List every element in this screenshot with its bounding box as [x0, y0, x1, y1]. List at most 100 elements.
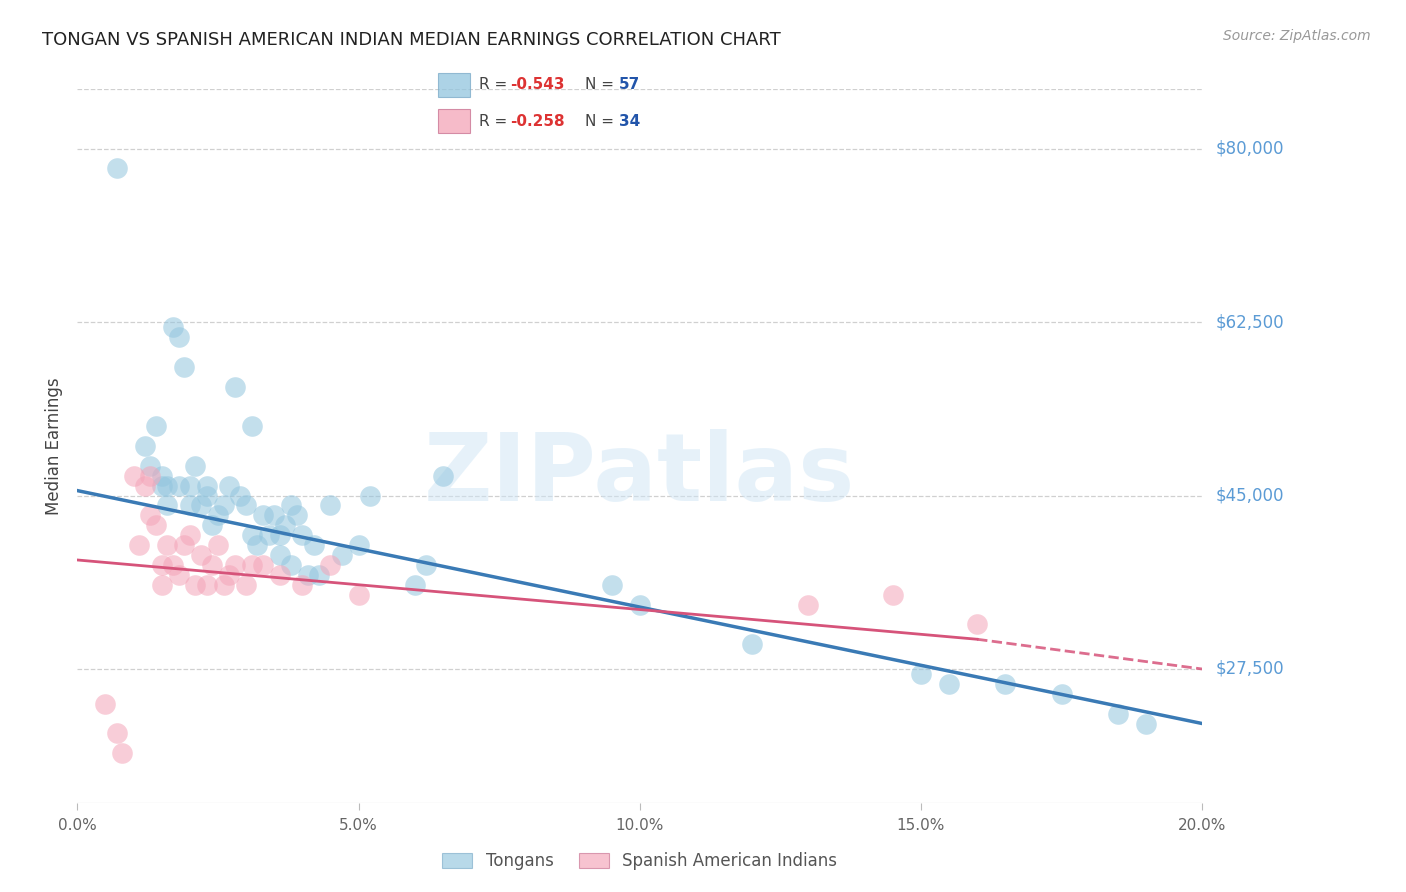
Point [224, 558, 246, 572]
Text: $80,000: $80,000 [1216, 140, 1284, 158]
Point [156, 478, 179, 492]
Point [190, 548, 212, 562]
Point [184, 458, 207, 473]
Legend: Tongans, Spanish American Indians: Tongans, Spanish American Indians [436, 846, 844, 877]
Point [224, 379, 246, 393]
Text: R =: R = [479, 113, 512, 128]
Point [179, 499, 201, 513]
Point [938, 677, 960, 691]
Text: R =: R = [479, 78, 512, 93]
Point [139, 458, 162, 473]
Point [212, 578, 235, 592]
Text: $45,000: $45,000 [1216, 486, 1284, 505]
Point [246, 538, 269, 552]
Point [994, 677, 1017, 691]
Point [308, 567, 330, 582]
Point [240, 419, 263, 434]
Point [797, 598, 820, 612]
Point [600, 578, 623, 592]
Point [257, 528, 280, 542]
Point [347, 538, 370, 552]
Bar [437, 73, 470, 97]
Point [150, 558, 173, 572]
Point [274, 518, 297, 533]
Point [235, 578, 257, 592]
Point [432, 468, 454, 483]
Point [122, 468, 145, 483]
Point [319, 558, 342, 572]
Point [139, 508, 162, 523]
Point [269, 548, 291, 562]
Point [150, 468, 173, 483]
Point [404, 578, 426, 592]
Text: ZIPatlas: ZIPatlas [425, 428, 855, 521]
Point [167, 330, 190, 344]
Text: $27,500: $27,500 [1216, 660, 1284, 678]
Text: Source: ZipAtlas.com: Source: ZipAtlas.com [1223, 29, 1371, 43]
Point [285, 508, 308, 523]
Point [240, 528, 263, 542]
Point [179, 528, 201, 542]
Point [628, 598, 651, 612]
Text: TONGAN VS SPANISH AMERICAN INDIAN MEDIAN EARNINGS CORRELATION CHART: TONGAN VS SPANISH AMERICAN INDIAN MEDIAN… [42, 31, 780, 49]
Point [212, 499, 235, 513]
Point [291, 578, 314, 592]
Point [111, 746, 134, 760]
Point [184, 578, 207, 592]
Point [240, 558, 263, 572]
Point [252, 508, 274, 523]
Point [145, 518, 167, 533]
Point [1135, 716, 1157, 731]
Point [347, 588, 370, 602]
Point [195, 489, 218, 503]
Point [162, 558, 184, 572]
Point [156, 538, 179, 552]
Point [173, 359, 195, 374]
Point [910, 667, 932, 681]
Point [190, 499, 212, 513]
Point [150, 578, 173, 592]
Point [105, 161, 128, 176]
Point [128, 538, 150, 552]
Point [94, 697, 117, 711]
Point [179, 478, 201, 492]
Point [1107, 706, 1129, 721]
Point [195, 478, 218, 492]
Point [162, 320, 184, 334]
Text: -0.258: -0.258 [510, 113, 565, 128]
Point [359, 489, 381, 503]
Point [167, 567, 190, 582]
Text: N =: N = [585, 113, 619, 128]
Point [201, 518, 224, 533]
Point [302, 538, 325, 552]
Point [280, 558, 302, 572]
Point [218, 478, 240, 492]
Point [252, 558, 274, 572]
Point [145, 419, 167, 434]
Point [218, 567, 240, 582]
Point [173, 538, 195, 552]
Point [741, 637, 763, 651]
Point [1050, 687, 1073, 701]
Point [882, 588, 904, 602]
Point [201, 558, 224, 572]
Point [235, 499, 257, 513]
Text: $62,500: $62,500 [1216, 313, 1284, 331]
Text: -0.543: -0.543 [510, 78, 565, 93]
Point [330, 548, 353, 562]
Point [291, 528, 314, 542]
Bar [437, 109, 470, 133]
Point [319, 499, 342, 513]
Point [280, 499, 302, 513]
Point [207, 538, 229, 552]
Text: 34: 34 [619, 113, 641, 128]
Text: 57: 57 [619, 78, 641, 93]
Point [269, 567, 291, 582]
Point [105, 726, 128, 740]
Point [134, 439, 156, 453]
Point [966, 617, 988, 632]
Point [134, 478, 156, 492]
Point [415, 558, 437, 572]
Point [263, 508, 285, 523]
Y-axis label: Median Earnings: Median Earnings [45, 377, 63, 515]
